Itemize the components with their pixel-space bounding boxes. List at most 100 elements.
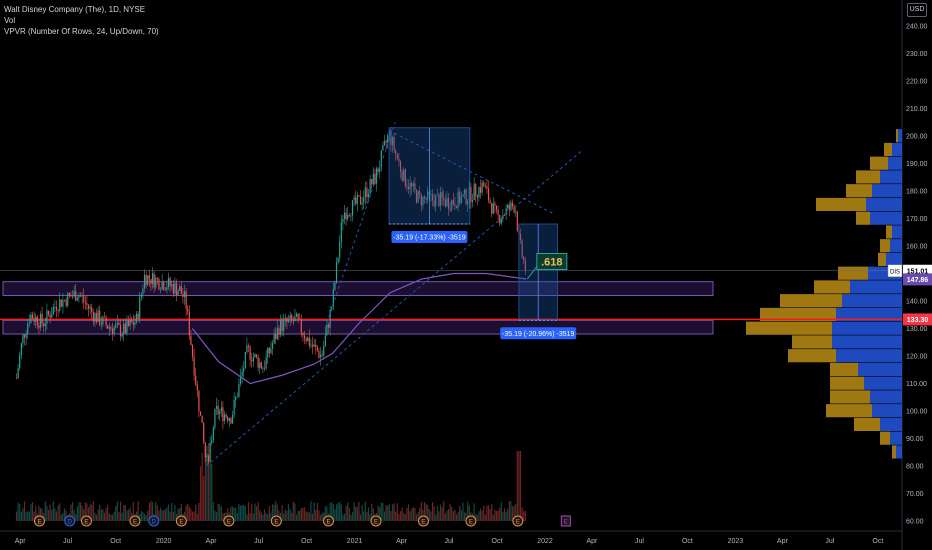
candle-body: [447, 198, 450, 209]
time-axis-label: 2020: [156, 538, 172, 545]
volume-bar: [427, 504, 429, 521]
candle-body: [22, 334, 24, 344]
volume-bar: [249, 513, 251, 521]
volume-bar: [123, 505, 125, 521]
candle-body: [233, 400, 235, 416]
volume-bar: [111, 514, 114, 521]
volume-profile-down-bar: [838, 266, 868, 280]
candle-body: [401, 171, 403, 181]
volume-profile-up-bar: [886, 252, 902, 267]
candle-body: [206, 455, 208, 458]
volume-profile-up-bar: [836, 349, 902, 363]
currency-badge[interactable]: USD: [907, 3, 927, 17]
candle-body: [276, 328, 278, 339]
candle-body: [523, 256, 525, 261]
candle-body: [49, 314, 51, 318]
earnings-marker: [465, 515, 477, 527]
earnings-marker: [270, 515, 282, 527]
candle-body: [407, 187, 410, 190]
volume-bar: [292, 501, 294, 521]
volume-bar: [499, 507, 501, 521]
volume-bar: [396, 503, 398, 521]
candle-body: [220, 407, 222, 412]
candle-body: [25, 333, 27, 338]
volume-bar: [486, 505, 488, 521]
candle-body: [355, 197, 357, 204]
volume-profile-down-bar: [846, 184, 872, 198]
volume-bar: [132, 502, 134, 521]
candle-body: [41, 313, 43, 324]
volume-bar: [363, 511, 365, 521]
volume-bar: [369, 513, 371, 521]
volume-profile-down-bar: [746, 321, 832, 335]
candle-body: [278, 328, 280, 335]
volume-bar: [494, 509, 496, 521]
volume-indicator-label[interactable]: Vol: [4, 16, 16, 25]
volume-bar: [347, 502, 349, 521]
candle-body: [124, 323, 126, 334]
volume-bar: [113, 511, 115, 521]
candle-body: [131, 320, 133, 323]
candle-body: [419, 191, 421, 195]
time-axis-label: Jul: [445, 538, 454, 545]
candle-body: [142, 288, 144, 294]
candle-body: [305, 338, 307, 342]
volume-bar: [227, 508, 229, 521]
candle-body: [108, 327, 110, 329]
candle-body: [463, 189, 466, 195]
candle-body: [292, 319, 294, 322]
candle-body: [451, 200, 453, 210]
candle-body: [468, 187, 470, 202]
symbol-title[interactable]: Walt Disney Company (The), 1D, NYSE: [4, 5, 146, 14]
candle-body: [452, 200, 454, 205]
volume-bar: [241, 504, 243, 521]
volume-bar: [222, 513, 224, 521]
candle-body: [89, 307, 91, 309]
candle-body: [198, 390, 200, 412]
volume-bar: [351, 512, 354, 521]
candle-body: [358, 195, 360, 197]
volume-bar: [417, 512, 419, 521]
candle-body: [110, 327, 112, 329]
volume-bar: [215, 512, 218, 521]
volume-bar: [257, 502, 259, 521]
volume-bar: [287, 504, 290, 521]
candle-body: [502, 214, 504, 219]
volume-bar: [294, 503, 296, 521]
volume-profile-up-bar: [870, 211, 902, 225]
volume-bar: [366, 511, 368, 521]
earnings-marker-letter: E: [374, 520, 378, 526]
volume-bar: [364, 501, 366, 521]
candle-body: [487, 188, 490, 201]
volume-bar: [475, 514, 477, 521]
volume-bar: [175, 514, 178, 521]
candle-body: [87, 304, 90, 309]
volume-profile-up-bar: [832, 321, 902, 335]
volume-bar: [83, 509, 85, 521]
candle-body: [23, 334, 26, 338]
candle-body: [172, 284, 174, 294]
volume-profile-up-bar: [888, 156, 902, 170]
candle-body: [211, 440, 213, 443]
volume-bar: [212, 502, 214, 521]
volume-bar: [94, 512, 96, 521]
volume-bar: [390, 511, 392, 521]
volume-bar: [449, 504, 451, 521]
volume-bar: [452, 511, 454, 521]
ticker-badge: [887, 264, 903, 277]
volume-bar: [39, 508, 42, 521]
candle-body: [203, 422, 205, 443]
volume-bar: [515, 503, 517, 521]
candle-body: [367, 193, 370, 198]
volume-profile-down-bar: [880, 431, 890, 445]
volume-bar: [129, 507, 131, 521]
time-axis-label: Jul: [825, 538, 834, 545]
candle-body: [151, 273, 154, 285]
volume-bar: [142, 511, 144, 521]
candle-body: [459, 191, 461, 204]
vpvr-indicator-label[interactable]: VPVR (Number Of Rows, 24, Up/Down, 70): [4, 27, 159, 36]
volume-bar: [284, 509, 286, 521]
volume-bar: [367, 507, 370, 521]
dividend-marker-letter: D: [68, 520, 73, 526]
